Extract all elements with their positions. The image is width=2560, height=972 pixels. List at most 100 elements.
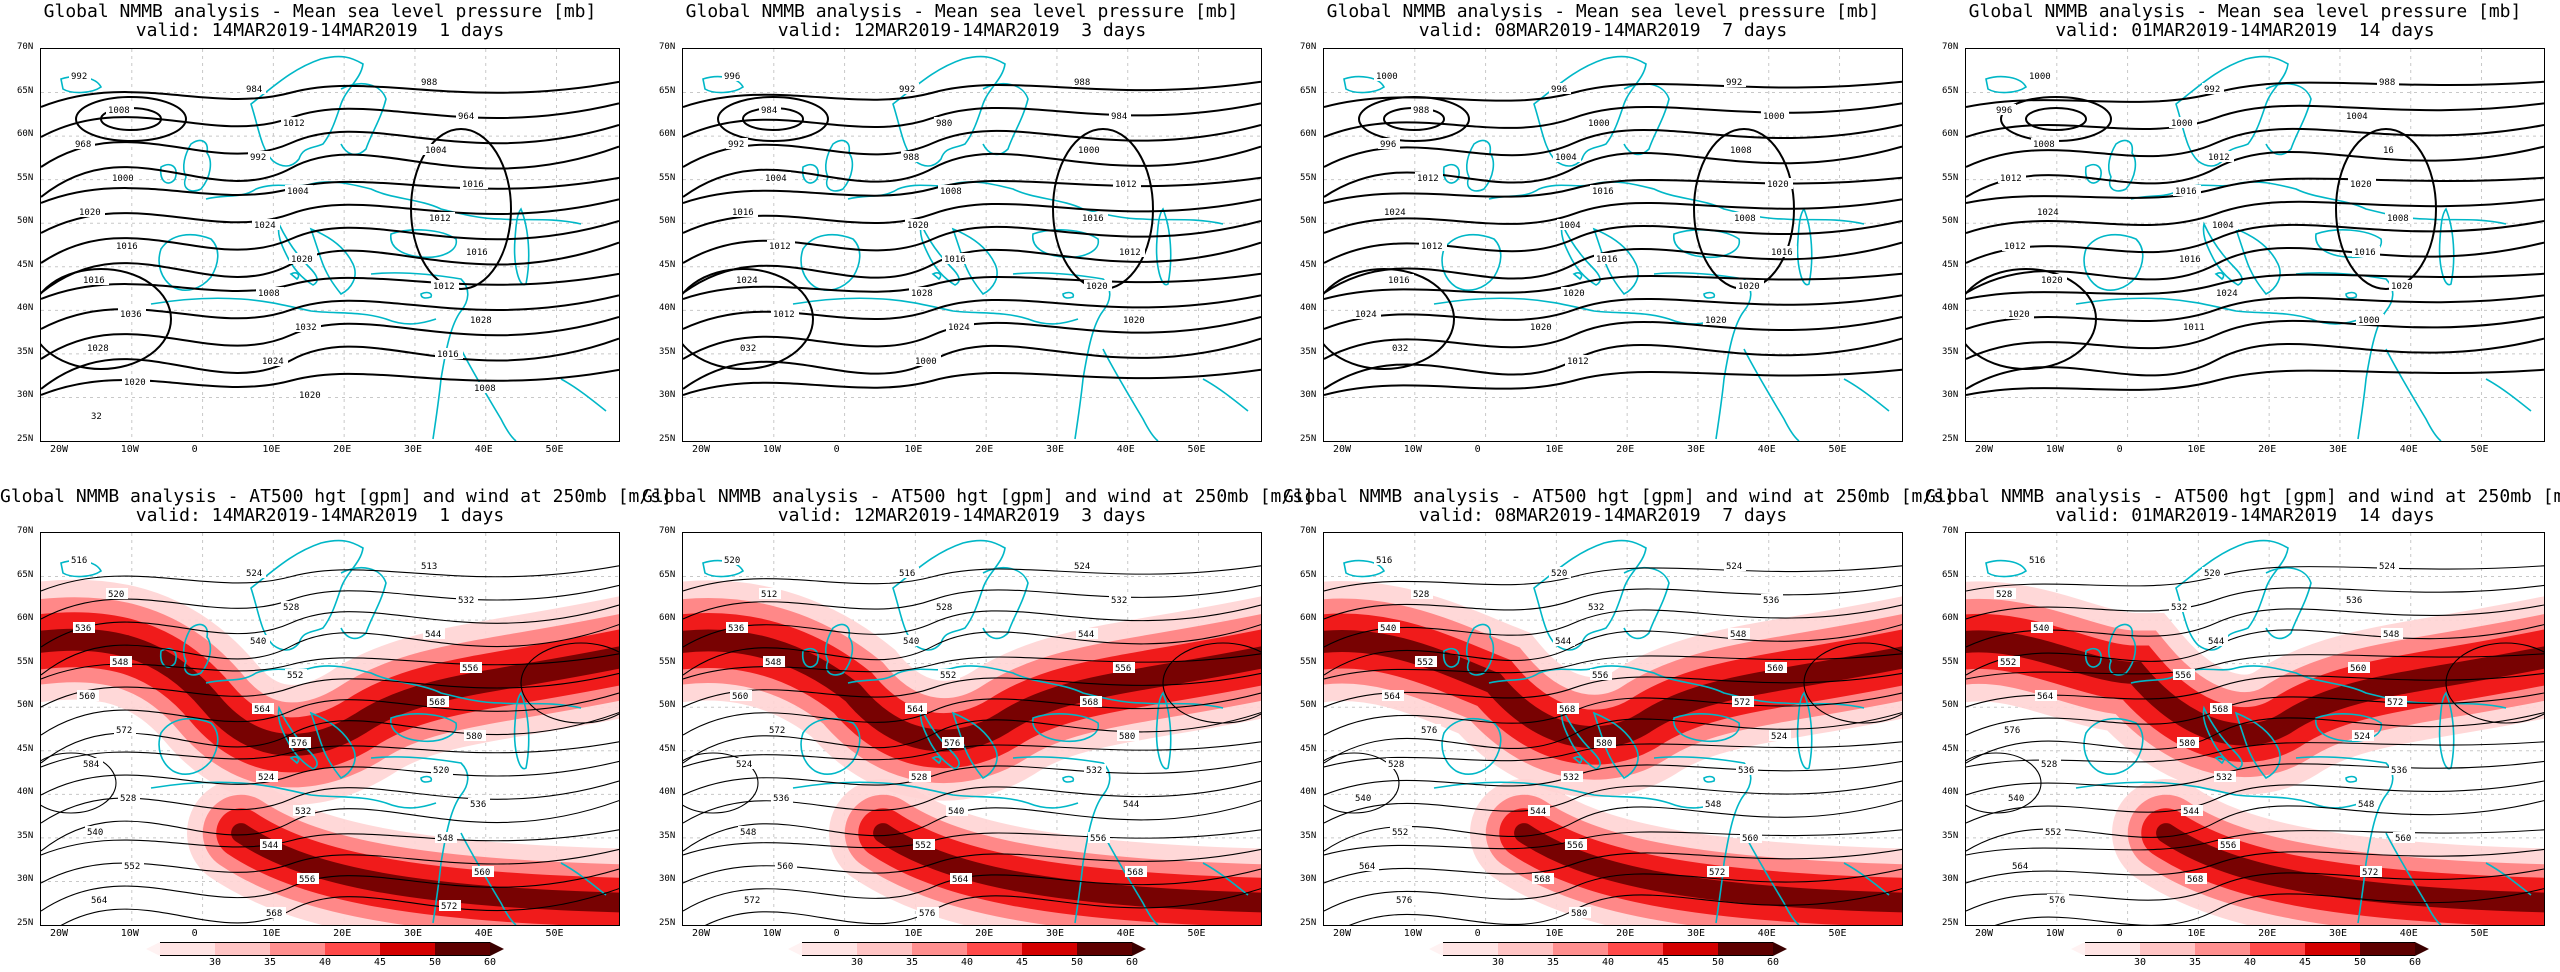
colorbar-swatch: [215, 942, 270, 956]
lon-tick-label: 0: [833, 928, 840, 939]
jet-shading: [683, 580, 1261, 925]
contour-label: 532: [1111, 596, 1127, 606]
lat-tick-label: 30N: [17, 874, 34, 885]
lat-tick-label: 35N: [659, 346, 676, 357]
lat-tick-label: 45N: [1942, 743, 1959, 754]
lon-tick-label: 40E: [2399, 444, 2418, 455]
contour-label-bg: [1724, 560, 1746, 571]
lon-tick-label: 30E: [403, 444, 422, 455]
contour-label: 1008: [2033, 140, 2055, 150]
contour-label: 560: [732, 692, 748, 702]
lat-tick-label: 55N: [659, 656, 676, 667]
contour-label-bg: [909, 287, 937, 298]
coastline: [2265, 83, 2312, 156]
coastline: [1572, 756, 1583, 765]
lat-tick-label: 60N: [1300, 613, 1317, 624]
coastline: [2265, 567, 2312, 640]
contour-label-bg: [934, 601, 956, 612]
map-svg: 516 520 524 528 532 536 540 544 548 552 556 560 564 5…: [1324, 533, 1902, 925]
contour-line: [1324, 272, 1902, 300]
colorbar-swatch: [967, 942, 1022, 956]
lat-tick-label: 25N: [659, 918, 676, 928]
contour-label: 552: [124, 862, 140, 872]
contour-label: 980: [936, 119, 952, 129]
contour-label-bg: [1761, 594, 1783, 605]
coastline: [2175, 539, 2289, 651]
contour-label-bg: [1561, 287, 1589, 298]
coastlines: [1343, 539, 1890, 925]
contour-line: [1324, 241, 1902, 294]
contour-line: [1324, 868, 1902, 912]
contour-label-bg: [427, 212, 455, 223]
contour-label-bg: [1994, 104, 2016, 115]
coastline: [800, 233, 861, 291]
contour-label: 1012: [429, 214, 451, 224]
contour-label: 992: [2204, 85, 2220, 95]
contour-line: [1324, 780, 1902, 824]
panel-valid-line: valid: 01MAR2019-14MAR2019 14 days: [2055, 505, 2435, 526]
contour-label: 560: [777, 862, 793, 872]
contour-label: 524: [246, 569, 262, 579]
coastline: [2202, 221, 2243, 286]
contour-label-bg: [934, 117, 956, 128]
contour-line: [683, 604, 1261, 648]
contour-label: 1012: [1417, 174, 1439, 184]
contour-label: 552: [2045, 828, 2061, 838]
coastline: [1343, 559, 1386, 578]
contour-label: 520: [433, 766, 449, 776]
lat-tick-label: 65N: [1300, 85, 1317, 96]
lat-tick-label: 30N: [1300, 874, 1317, 885]
contour-line: [1966, 124, 2544, 168]
contour-label-bg: [917, 907, 939, 918]
contour-label: 964: [458, 112, 474, 122]
map-svg: 516 520 524 528 532 536 540 544 548 552 556 560 564 5…: [1966, 533, 2544, 925]
colorbar-tick-label: 45: [374, 957, 387, 968]
contour-label: 556: [299, 875, 315, 885]
contour-label-bg: [763, 172, 791, 183]
contour-label-bg: [742, 894, 764, 905]
lon-tick-label: 40E: [474, 444, 493, 455]
contour-line: [41, 741, 619, 768]
contour-label-bg: [759, 588, 781, 599]
colorbar-right-arrow: [2415, 942, 2429, 956]
panel-title: Global NMMB analysis - AT500 hgt [gpm] a…: [1283, 487, 1955, 525]
lon-tick-label: 50E: [1187, 444, 1206, 455]
map-frame: 516 520 524 528 532 536 540 544 548 552 556 560 564 5…: [1323, 532, 1903, 926]
contour-label: 556: [1567, 841, 1583, 851]
colorbar-swatch: [2305, 942, 2360, 956]
contour-label-bg: [468, 798, 490, 809]
map-svg: 996 992 988 984 980 984 992 988 1000 1004 1008 1012…: [683, 49, 1261, 441]
contour-label: 548: [437, 834, 453, 844]
lat-tick-label: 35N: [1300, 346, 1317, 357]
contour-line: [1966, 241, 2544, 294]
contour-line: [1966, 368, 2544, 396]
contour-label: 532: [1563, 773, 1579, 783]
contour-label: 524: [2379, 562, 2395, 572]
contour-label: 560: [2395, 834, 2411, 844]
contour-line: [41, 624, 619, 676]
contour-label: 1032: [295, 323, 317, 333]
contour-label-bg: [431, 280, 459, 291]
contour-label-bg: [1088, 832, 1110, 843]
contour-label-bg: [464, 246, 492, 257]
lon-tick-label: 40E: [1757, 444, 1776, 455]
colorbar-swatch: [912, 942, 967, 956]
contour-label: 996: [724, 72, 740, 82]
lon-tick-label: 50E: [1187, 928, 1206, 939]
map-frame: 996 992 988 984 980 984 992 988 1000 1004 1008 1012…: [682, 48, 1262, 442]
contour-line: [1966, 272, 2544, 300]
coastline: [513, 207, 530, 286]
contour-label: 540: [2033, 624, 2049, 634]
contour-line: [683, 102, 1261, 138]
contour-label: 1016: [1592, 187, 1614, 197]
contour-label-bg: [85, 342, 113, 353]
contour-label-bg: [1076, 144, 1104, 155]
colorbar-tick-label: 50: [2354, 957, 2367, 968]
contour-label: 560: [1767, 664, 1783, 674]
contour-line: [41, 316, 619, 360]
contour-label-bg: [81, 274, 109, 285]
panel-valid-line: valid: 01MAR2019-14MAR2019 14 days: [2055, 20, 2435, 41]
coastline: [1623, 567, 1670, 640]
contour-label-bg: [260, 839, 282, 850]
contour-label: 536: [1763, 596, 1779, 606]
